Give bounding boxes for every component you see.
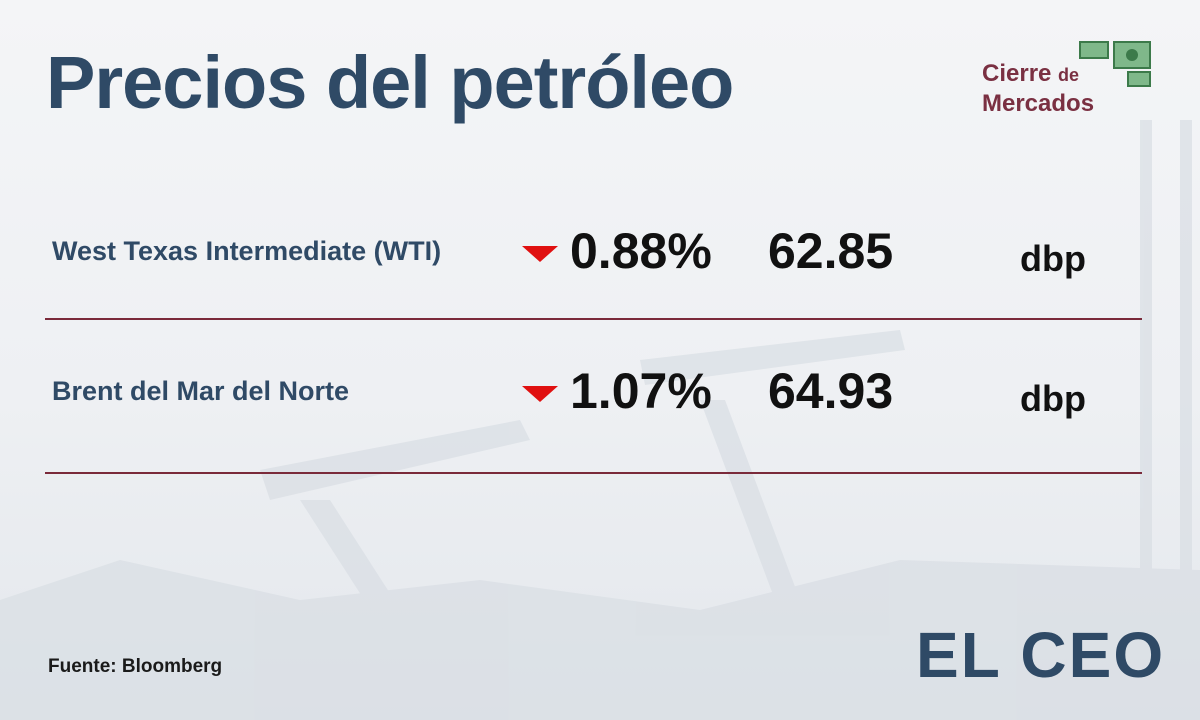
row-name: West Texas Intermediate (WTI) — [52, 236, 442, 266]
row-change: 0.88% — [570, 223, 712, 279]
down-arrow — [522, 246, 558, 262]
row-change: 1.07% — [570, 363, 712, 419]
row-unit: dbp — [1020, 378, 1086, 419]
down-arrow — [522, 386, 558, 402]
logo: EL CEO — [916, 619, 1166, 691]
badge-line1: Cierre de — [982, 60, 1079, 88]
source: Fuente: Bloomberg — [48, 656, 223, 677]
row-name: Brent del Mar del Norte — [52, 376, 350, 406]
row-price: 64.93 — [768, 363, 894, 419]
title: Precios del petróleo — [46, 41, 734, 124]
row-unit: dbp — [1020, 238, 1086, 279]
badge-word: Mercados — [982, 90, 1095, 117]
badge-word: Cierre — [982, 60, 1052, 87]
badge-word: de — [1058, 65, 1080, 85]
row-price: 62.85 — [768, 223, 894, 279]
row-divider — [45, 472, 1142, 474]
money-icon — [1079, 41, 1151, 87]
row-divider — [45, 318, 1142, 320]
